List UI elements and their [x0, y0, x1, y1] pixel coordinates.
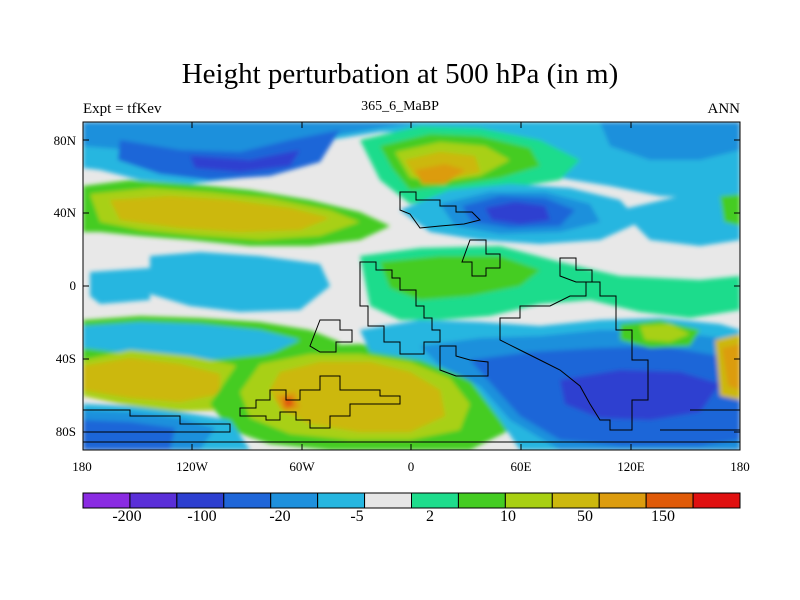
height-field	[83, 122, 740, 450]
lon-tick-180e: 180	[730, 459, 750, 474]
lat-tick-80s: 80S	[55, 424, 76, 439]
lon-tick-180w: 180	[72, 459, 92, 474]
colorbar-box	[364, 492, 413, 509]
case-label: 365_6_MaBP	[361, 99, 439, 114]
colorbar-box	[223, 492, 272, 509]
lat-tick-40n: 40N	[53, 205, 76, 220]
lon-tick-60e: 60E	[510, 459, 532, 474]
lon-tick-120e: 120E	[617, 459, 645, 474]
colorbar-label: -100	[187, 508, 217, 525]
lat-tick-80n: 80N	[53, 133, 76, 148]
colorbar-label: 2	[426, 508, 434, 525]
colorbar-box	[598, 492, 647, 509]
colorbar-box	[457, 492, 506, 509]
colorbar-box	[270, 492, 319, 509]
colorbar-box	[129, 492, 178, 509]
colorbar-box	[551, 492, 600, 509]
lat-tick-40s: 40S	[55, 351, 76, 366]
coastlines	[83, 191, 740, 443]
colorbar-box	[692, 492, 741, 509]
colorbar-label: -20	[269, 508, 291, 525]
lon-tick-120w: 120W	[176, 459, 208, 474]
season-label: ANN	[707, 101, 741, 117]
colorbar-label: 150	[651, 508, 675, 525]
lon-tick-0: 0	[407, 459, 415, 474]
colorbar-box	[176, 492, 225, 509]
colorbar-label: 50	[577, 508, 593, 525]
colorbar-label: -5	[350, 508, 364, 525]
colorbar-box	[504, 492, 553, 509]
plot-frame	[82, 121, 741, 451]
colorbar-box	[317, 492, 366, 509]
colorbar-box	[645, 492, 694, 509]
colorbar	[82, 492, 741, 509]
colorbar-box	[82, 492, 131, 509]
lon-tick-60w: 60W	[289, 459, 315, 474]
lat-tick-0: 0	[69, 278, 77, 293]
colorbar-box	[411, 492, 459, 509]
colorbar-label: -200	[112, 508, 142, 525]
experiment-label: Expt = tfKev	[83, 101, 162, 117]
colorbar-label: 10	[500, 508, 516, 525]
plot-title: Height perturbation at 500 hPa (in m)	[181, 58, 619, 90]
